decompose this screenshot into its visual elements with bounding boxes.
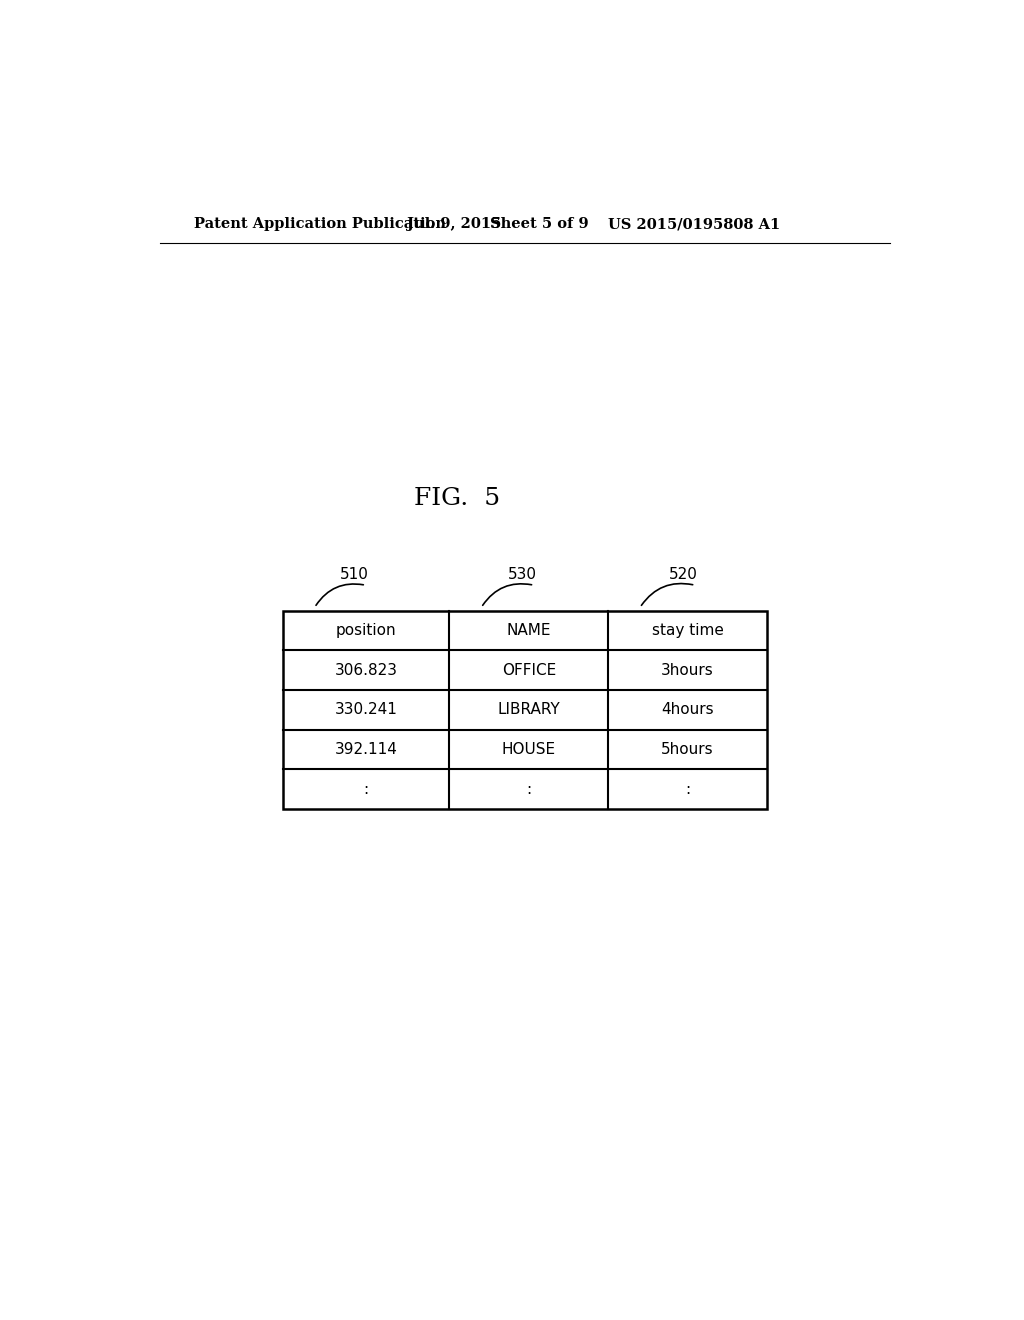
Text: 330.241: 330.241 bbox=[335, 702, 397, 717]
Text: 510: 510 bbox=[340, 568, 369, 582]
Text: :: : bbox=[364, 781, 369, 796]
Text: NAME: NAME bbox=[507, 623, 551, 638]
Text: 5hours: 5hours bbox=[662, 742, 714, 756]
Text: 520: 520 bbox=[669, 568, 698, 582]
Text: position: position bbox=[336, 623, 396, 638]
Text: 4hours: 4hours bbox=[662, 702, 714, 717]
Text: :: : bbox=[526, 781, 531, 796]
Text: HOUSE: HOUSE bbox=[502, 742, 556, 756]
Text: LIBRARY: LIBRARY bbox=[498, 702, 560, 717]
Text: stay time: stay time bbox=[651, 623, 723, 638]
Text: 530: 530 bbox=[508, 568, 537, 582]
Text: OFFICE: OFFICE bbox=[502, 663, 556, 677]
Text: FIG.  5: FIG. 5 bbox=[415, 487, 501, 511]
Text: :: : bbox=[685, 781, 690, 796]
Bar bbox=[283, 611, 767, 809]
Text: Sheet 5 of 9: Sheet 5 of 9 bbox=[489, 218, 589, 231]
Text: 306.823: 306.823 bbox=[335, 663, 397, 677]
Text: 3hours: 3hours bbox=[662, 663, 714, 677]
Text: US 2015/0195808 A1: US 2015/0195808 A1 bbox=[608, 218, 780, 231]
Text: 392.114: 392.114 bbox=[335, 742, 397, 756]
Text: Jul. 9, 2015: Jul. 9, 2015 bbox=[408, 218, 502, 231]
Text: Patent Application Publication: Patent Application Publication bbox=[194, 218, 445, 231]
